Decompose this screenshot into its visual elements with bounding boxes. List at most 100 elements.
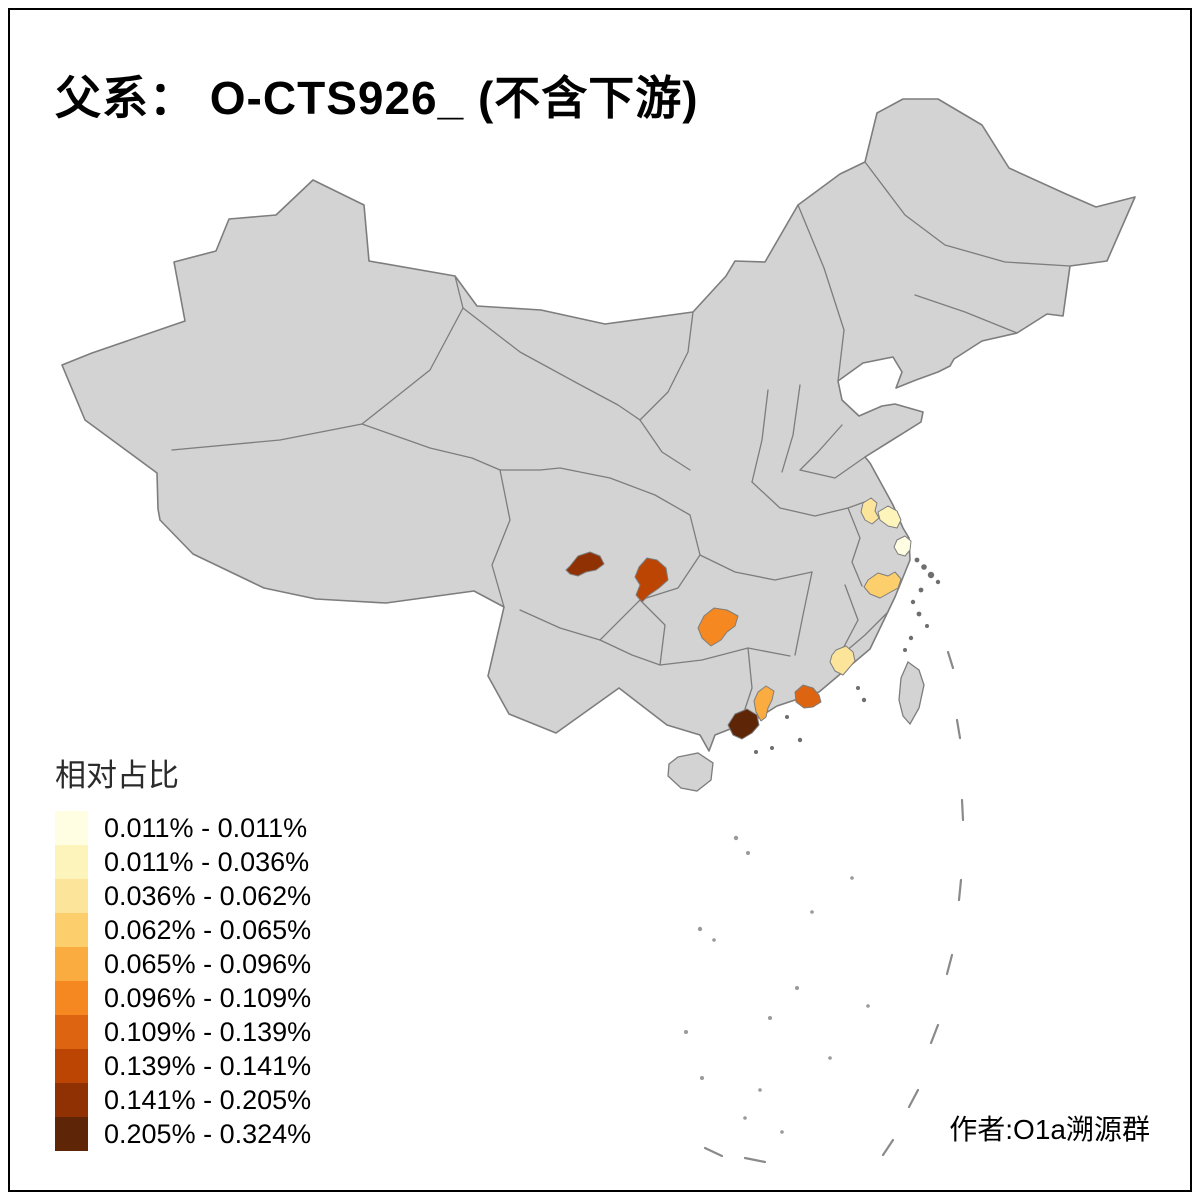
legend-row: 0.011% - 0.011% <box>55 811 311 845</box>
legend: 相对占比 0.011% - 0.011% 0.011% - 0.036% 0.0… <box>55 750 311 1151</box>
legend-swatch <box>55 981 88 1015</box>
region-central-zhejiang <box>863 571 902 599</box>
region-west-hunan <box>697 607 739 647</box>
region-chongqing <box>634 557 669 603</box>
island-dot <box>754 750 758 754</box>
province-border <box>639 311 694 421</box>
hainan-island <box>667 752 714 792</box>
legend-row: 0.096% - 0.109% <box>55 981 311 1015</box>
island-dot <box>918 587 924 593</box>
legend-label: 0.011% - 0.011% <box>104 812 308 843</box>
legend-row: 0.062% - 0.065% <box>55 913 311 947</box>
island-dot <box>684 1030 688 1034</box>
island-dot <box>780 1130 784 1134</box>
island-dot <box>795 986 799 990</box>
dash-segment <box>946 650 955 670</box>
island-dot <box>921 564 927 570</box>
island-dot <box>770 746 774 750</box>
legend-label: 0.096% - 0.109% <box>104 982 312 1013</box>
dash-segment <box>703 1146 724 1158</box>
island-dot <box>856 686 860 690</box>
dash-segment <box>907 1088 920 1109</box>
province-border <box>797 204 845 382</box>
legend-row: 0.139% - 0.141% <box>55 1049 311 1083</box>
choropleth-regions <box>565 497 912 740</box>
dash-segment <box>881 1138 895 1157</box>
page-title: 父系： O-CTS926_ (不含下游) <box>55 72 699 124</box>
legend-swatch <box>55 1015 88 1049</box>
province-border <box>751 481 871 517</box>
island-dot <box>927 571 935 579</box>
island-dot <box>925 624 929 628</box>
legend-label: 0.065% - 0.096% <box>104 948 312 979</box>
province-border <box>743 647 753 713</box>
island-dot <box>758 1088 762 1092</box>
province-border <box>462 307 641 421</box>
island-dot <box>712 938 716 942</box>
island-dot <box>700 1076 704 1080</box>
legend-row: 0.065% - 0.096% <box>55 947 311 981</box>
island-dot <box>910 599 916 605</box>
island-dot <box>935 579 941 585</box>
south-china-sea-islands <box>684 835 870 1134</box>
legend-rows: 0.011% - 0.011% 0.011% - 0.036% 0.036% -… <box>55 811 311 1151</box>
province-border <box>781 384 801 473</box>
province-border <box>659 647 791 666</box>
island-dot <box>861 697 867 703</box>
nine-dash-line <box>703 650 965 1164</box>
dash-segment <box>957 878 963 902</box>
dash-segment <box>929 1023 940 1045</box>
province-border <box>499 467 561 471</box>
region-pearl-river-delta <box>753 685 775 722</box>
island-dot <box>785 715 789 719</box>
dash-segment <box>743 1156 767 1164</box>
province-border <box>799 424 866 479</box>
legend-swatch <box>55 811 88 845</box>
region-chaoshan <box>794 684 822 709</box>
province-border <box>639 419 691 471</box>
province-border <box>491 469 511 608</box>
legend-swatch <box>55 1083 88 1117</box>
island-dot <box>914 557 920 563</box>
province-border <box>361 423 501 471</box>
legend-swatch <box>55 947 88 981</box>
island-dot <box>797 737 803 743</box>
legend-swatch <box>55 913 88 947</box>
region-west-guangdong <box>727 708 760 740</box>
province-border <box>847 507 863 587</box>
legend-row: 0.205% - 0.324% <box>55 1117 311 1151</box>
island-dot <box>866 1004 870 1008</box>
island-dot <box>903 648 907 652</box>
region-coastal-fujian <box>829 645 856 676</box>
province-border <box>794 571 813 656</box>
region-west-sichuan <box>565 551 605 577</box>
legend-title: 相对占比 <box>55 758 179 793</box>
island-dot <box>697 926 703 932</box>
coastal-islands <box>754 557 941 754</box>
legend-row: 0.141% - 0.205% <box>55 1083 311 1117</box>
legend-row: 0.036% - 0.062% <box>55 879 311 913</box>
legend-label: 0.109% - 0.139% <box>104 1016 312 1047</box>
island-dot <box>768 1016 772 1020</box>
legend-swatch <box>55 879 88 913</box>
legend-swatch <box>55 1049 88 1083</box>
legend-row: 0.109% - 0.139% <box>55 1015 311 1049</box>
legend-swatch <box>55 845 88 879</box>
legend-label: 0.011% - 0.036% <box>104 846 310 877</box>
province-border <box>914 294 1018 334</box>
legend-label: 0.139% - 0.141% <box>104 1050 312 1081</box>
legend-label: 0.062% - 0.065% <box>104 914 312 945</box>
island-dot <box>733 835 739 841</box>
province-borders <box>171 161 1071 713</box>
province-border <box>699 554 813 581</box>
province-border <box>519 609 661 666</box>
mainland-china-outline <box>61 98 1136 752</box>
legend-swatch <box>55 1117 88 1151</box>
legend-label: 0.141% - 0.205% <box>104 1084 312 1115</box>
province-border <box>171 275 464 451</box>
island-dot <box>746 851 750 855</box>
island-dot <box>916 611 922 617</box>
dash-segment <box>955 718 962 740</box>
legend-label: 0.036% - 0.062% <box>104 880 312 911</box>
